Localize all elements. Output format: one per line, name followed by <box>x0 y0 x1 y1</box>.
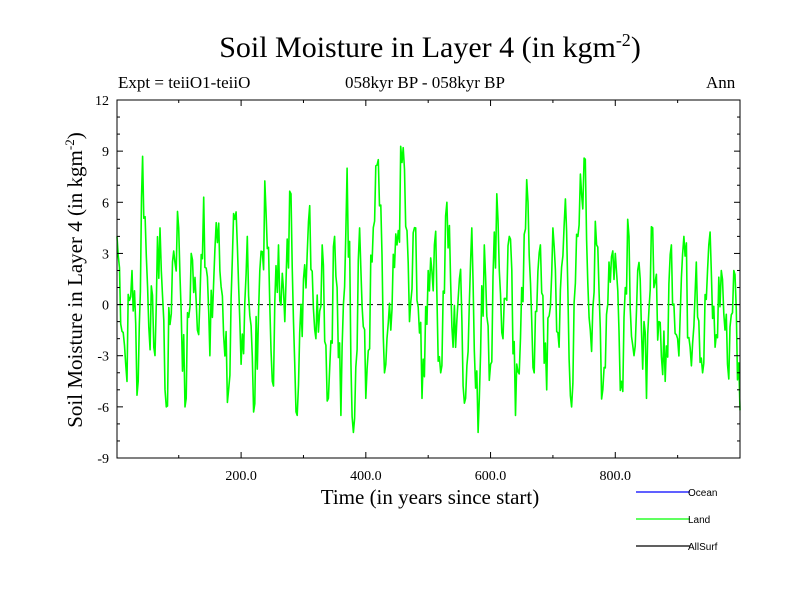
y-tick-label: 3 <box>102 247 109 262</box>
y-tick-label: 12 <box>95 94 109 109</box>
legend: Ocean Land AllSurf <box>636 488 718 553</box>
legend-label-land: Land <box>688 515 710 526</box>
x-axis-title: Time (in years since start) <box>320 485 540 509</box>
axis-ticks: -9 -6 -3 0 3 6 9 12 200.0 400.0 600.0 800.0 <box>95 94 740 484</box>
y-tick-label: -3 <box>97 350 109 365</box>
chart-title: Soil Moisture in Layer 4 (in kgm-2) <box>219 30 641 64</box>
y-tick-label: 6 <box>102 196 109 211</box>
experiment-label: Expt = teiiO1-teiiO <box>118 73 251 92</box>
y-tick-label: 9 <box>102 145 109 160</box>
period-label: Ann <box>706 73 736 92</box>
plot-area <box>116 145 741 434</box>
y-tick-label: -9 <box>97 452 109 467</box>
x-tick-label: 600.0 <box>475 469 507 484</box>
y-tick-label: -6 <box>97 401 109 416</box>
y-tick-label: 0 <box>102 299 109 314</box>
x-tick-label: 200.0 <box>225 469 257 484</box>
chart-subtitle: 058kyr BP - 058kyr BP <box>345 73 505 92</box>
x-tick-label: 800.0 <box>600 469 632 484</box>
series-line-land <box>116 145 741 434</box>
legend-label-allsurf: AllSurf <box>688 542 718 553</box>
x-tick-label: 400.0 <box>350 469 382 484</box>
legend-label-ocean: Ocean <box>688 488 717 499</box>
